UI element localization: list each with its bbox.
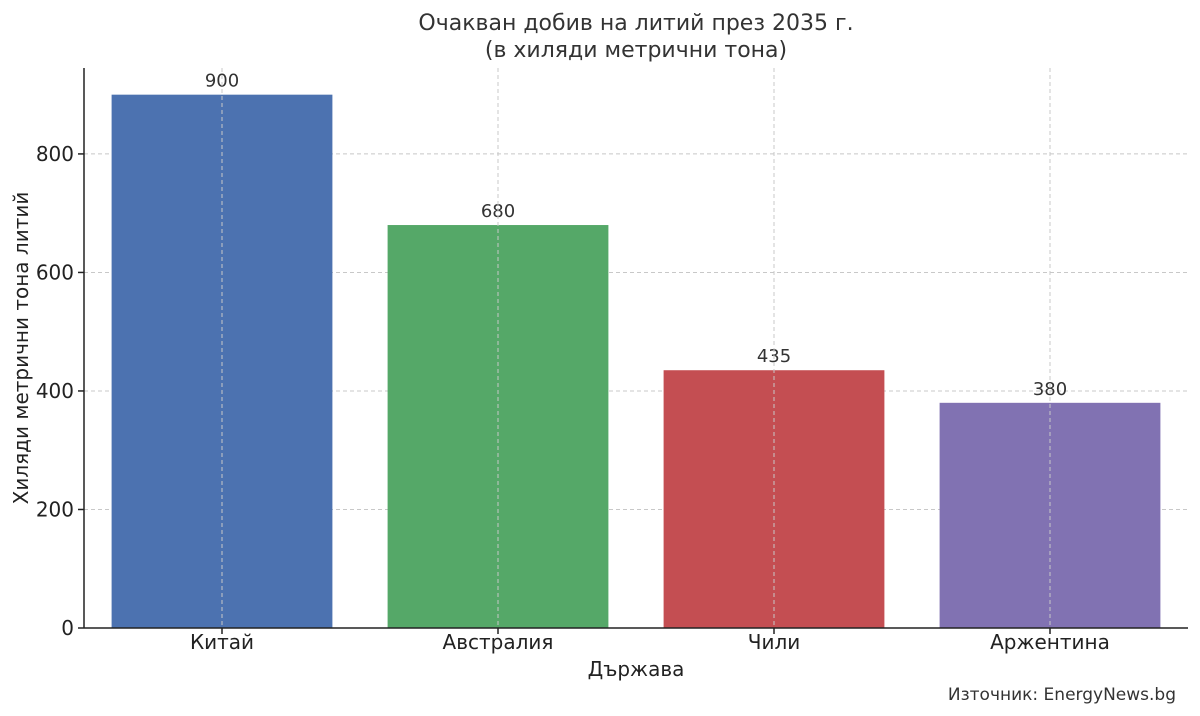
chart-title-line2: (в хиляди метрични тона) [485,38,787,63]
source-note: Източник: EnergyNews.bg [948,685,1176,705]
y-tick-labels: 0 200 400 600 800 [36,142,84,640]
y-tick-label-600: 600 [36,260,74,284]
bar-value-label-3: 380 [1033,379,1067,400]
x-tick-label-0: Китай [190,630,254,654]
x-axis-label: Държава [588,657,685,681]
bar-value-label-0: 900 [205,71,239,92]
axes [83,68,1188,629]
x-tick-labels: Китай Австралия Чили Аржентина [190,628,1110,654]
chart-title-line1: Очакван добив на литий през 2035 г. [418,11,853,36]
y-tick-label-200: 200 [36,497,74,521]
y-tick-label-0: 0 [61,616,74,640]
bars [111,94,1161,628]
x-tick-label-3: Аржентина [990,630,1110,654]
x-tick-label-2: Чили [748,630,801,654]
y-tick-label-400: 400 [36,379,74,403]
x-tick-label-1: Австралия [443,630,554,654]
y-tick-label-800: 800 [36,142,74,166]
y-axis-label: Хиляди метрични тона литий [9,192,33,505]
